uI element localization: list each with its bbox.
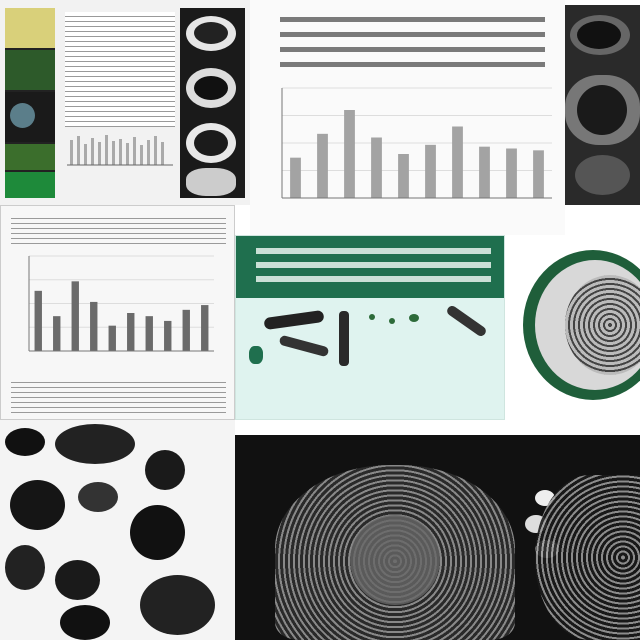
document-header-text bbox=[11, 214, 226, 244]
radiolarian-micrograph bbox=[235, 435, 640, 640]
bar bbox=[479, 147, 490, 198]
bar bbox=[183, 310, 190, 351]
bar bbox=[317, 134, 328, 198]
cell-cluster-bottom-left bbox=[0, 420, 235, 640]
small-bar-chart-top-left bbox=[65, 130, 175, 170]
cell-image-column bbox=[180, 8, 245, 198]
bar bbox=[201, 305, 208, 351]
green-banner-panel bbox=[235, 235, 505, 420]
bar bbox=[146, 316, 153, 351]
organism-illustration-right bbox=[505, 235, 640, 420]
bar bbox=[452, 127, 463, 199]
bar bbox=[344, 110, 355, 198]
bar bbox=[371, 138, 382, 199]
document-footer-text bbox=[11, 378, 226, 416]
chart-title-garbled bbox=[280, 12, 545, 74]
bar bbox=[506, 149, 517, 199]
bar bbox=[425, 145, 436, 198]
bar bbox=[290, 158, 301, 198]
bar bbox=[109, 326, 116, 351]
micrograph-top-right bbox=[565, 5, 640, 205]
bar bbox=[164, 321, 171, 351]
bar bbox=[35, 291, 42, 351]
bar bbox=[90, 302, 97, 351]
bar bbox=[127, 313, 134, 351]
chart-document-mid-left bbox=[0, 205, 235, 420]
bar-chart-top bbox=[260, 80, 560, 220]
bar bbox=[533, 150, 544, 198]
bar bbox=[398, 154, 409, 198]
bar-chart-mid-left bbox=[7, 248, 222, 373]
specimen-illustrations bbox=[244, 306, 499, 396]
chart-panel-top bbox=[250, 0, 565, 235]
photo-strip bbox=[5, 8, 55, 198]
document-panel-top-left bbox=[0, 0, 250, 205]
document-text-block bbox=[65, 12, 175, 127]
banner-heading bbox=[236, 236, 505, 298]
bar bbox=[53, 316, 60, 351]
bar bbox=[72, 281, 79, 351]
